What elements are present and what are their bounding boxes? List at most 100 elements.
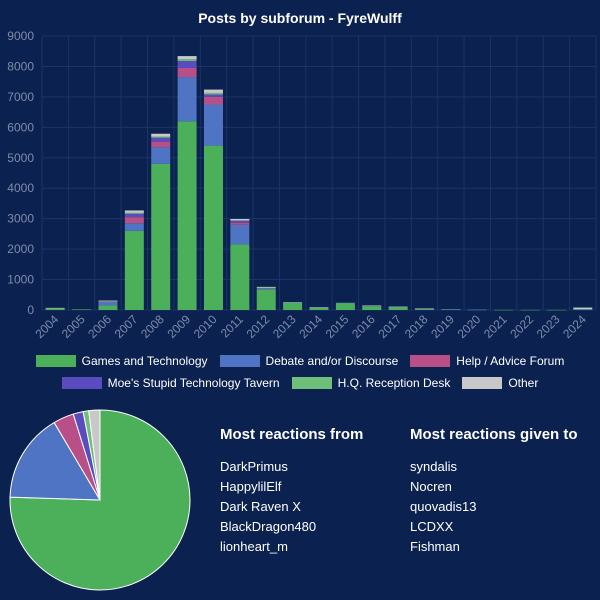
reactions-from-user[interactable]: BlackDragon480	[220, 519, 317, 534]
bar-segment[interactable]	[335, 302, 355, 310]
bar-segment[interactable]	[309, 307, 329, 310]
bar-segment[interactable]	[177, 56, 197, 60]
bar-segment[interactable]	[335, 302, 355, 304]
pie-chart	[9, 409, 191, 591]
bar-segment[interactable]	[151, 163, 171, 310]
bar-segment[interactable]	[98, 301, 118, 302]
bar-segment[interactable]	[151, 133, 171, 137]
bar-segment[interactable]	[415, 308, 435, 309]
bar-segment[interactable]	[203, 104, 223, 146]
pie-slice[interactable]	[88, 409, 101, 501]
bar-segment[interactable]	[177, 121, 197, 310]
bar-segment[interactable]	[256, 289, 276, 310]
legend-swatch	[291, 377, 332, 389]
bar-segment[interactable]	[151, 147, 171, 164]
reactions-from-user[interactable]: HappylilElf	[220, 479, 282, 494]
bar-segment[interactable]	[230, 220, 250, 221]
legend-swatch	[61, 377, 102, 389]
x-tick-label: 2024	[560, 312, 589, 341]
x-tick-label: 2015	[323, 312, 352, 341]
legend-swatch	[219, 355, 260, 367]
reactions-to-user[interactable]: Nocren	[410, 479, 452, 494]
bar-segment[interactable]	[230, 222, 250, 225]
reactions-from-user[interactable]: lionheart_m	[220, 539, 288, 554]
bar-segment[interactable]	[124, 223, 144, 231]
reactions-to-user[interactable]: LCDXX	[410, 519, 454, 534]
bar-segment[interactable]	[415, 308, 435, 310]
bar-segment[interactable]	[45, 308, 65, 310]
bar-segment[interactable]	[124, 212, 144, 214]
bar-segment[interactable]	[177, 59, 197, 61]
most-reactions-from-heading: Most reactions from	[220, 426, 364, 443]
legend-swatch	[410, 355, 451, 367]
legend-item[interactable]: Moe's Stupid Technology Tavern	[61, 376, 280, 390]
bar-segment[interactable]	[72, 309, 92, 310]
bar-segment[interactable]	[98, 301, 118, 302]
bar-segment[interactable]	[124, 213, 144, 218]
bar-segment[interactable]	[573, 307, 593, 310]
pie-slice[interactable]	[9, 421, 101, 501]
bar-segment[interactable]	[362, 305, 382, 306]
x-tick-label: 2021	[481, 312, 510, 341]
bar-segment[interactable]	[124, 217, 144, 224]
bar-segment[interactable]	[230, 218, 250, 221]
bar-segment[interactable]	[98, 305, 118, 310]
bar-segment[interactable]	[256, 288, 276, 290]
bar-segment[interactable]	[388, 306, 408, 308]
bar-segment[interactable]	[573, 309, 593, 310]
bar-segment[interactable]	[573, 309, 593, 310]
legend-item[interactable]: Help / Advice Forum	[410, 354, 564, 368]
bar-segment[interactable]	[362, 305, 382, 307]
bar-segment[interactable]	[98, 300, 118, 302]
x-tick-label: 2019	[428, 312, 457, 341]
bar-segment[interactable]	[467, 309, 487, 311]
bar-segment[interactable]	[151, 136, 171, 138]
bar-segment[interactable]	[203, 92, 223, 95]
reactions-to-user[interactable]: quovadis13	[410, 499, 477, 514]
stacked-bar-chart: 0 1000 2000 3000 4000 5000 6000 7000 8000 9000 200…	[7, 29, 597, 341]
reactions-from-user[interactable]: DarkPrimus	[220, 459, 288, 474]
bar-segment[interactable]	[151, 141, 171, 148]
bar-segment[interactable]	[230, 244, 250, 310]
bar-segment[interactable]	[388, 306, 408, 310]
bar-segment[interactable]	[124, 210, 144, 213]
bar-segment[interactable]	[362, 306, 382, 310]
x-tick-label: 2012	[244, 312, 273, 341]
bar-segment[interactable]	[177, 60, 197, 68]
bar-segment[interactable]	[256, 286, 276, 288]
x-tick-label: 2004	[33, 312, 62, 341]
bar-segment[interactable]	[124, 230, 144, 310]
bar-segment[interactable]	[283, 302, 303, 303]
bar-segment[interactable]	[309, 307, 329, 308]
bar-segment[interactable]	[494, 309, 514, 311]
legend-item[interactable]: Games and Technology	[35, 354, 208, 368]
legend-item[interactable]: Debate and/or Discourse	[219, 354, 398, 368]
legend-item[interactable]: Other	[462, 376, 538, 390]
bar-segment[interactable]	[98, 301, 118, 306]
bar-segment[interactable]	[203, 89, 223, 93]
bar-segment[interactable]	[441, 309, 461, 310]
bar-segment[interactable]	[177, 77, 197, 122]
bar-segment[interactable]	[230, 220, 250, 223]
bar-segment[interactable]	[45, 307, 65, 309]
bar-segment[interactable]	[283, 302, 303, 310]
bar-segment[interactable]	[203, 96, 223, 105]
bar-segment[interactable]	[520, 309, 540, 311]
bar-segment[interactable]	[256, 287, 276, 288]
reactions-to-user[interactable]: Fishman	[410, 539, 460, 554]
bar-segment[interactable]	[177, 67, 197, 78]
y-tick-label: 1000	[7, 273, 34, 287]
y-tick-label: 7000	[7, 90, 34, 104]
bar-segment[interactable]	[230, 224, 250, 245]
legend-item[interactable]: H.Q. Reception Desk	[291, 376, 450, 390]
reactions-from-user[interactable]: Dark Raven X	[220, 499, 301, 514]
bar-segment[interactable]	[203, 145, 223, 310]
bar-segment[interactable]	[256, 287, 276, 289]
bar-segment[interactable]	[203, 94, 223, 97]
bar-segment[interactable]	[151, 137, 171, 142]
x-tick-label: 2011	[218, 312, 246, 340]
bar-segment[interactable]	[546, 309, 566, 311]
x-tick-label: 2022	[507, 312, 536, 341]
x-tick-label: 2014	[296, 312, 325, 341]
reactions-to-user[interactable]: syndalis	[410, 459, 457, 474]
